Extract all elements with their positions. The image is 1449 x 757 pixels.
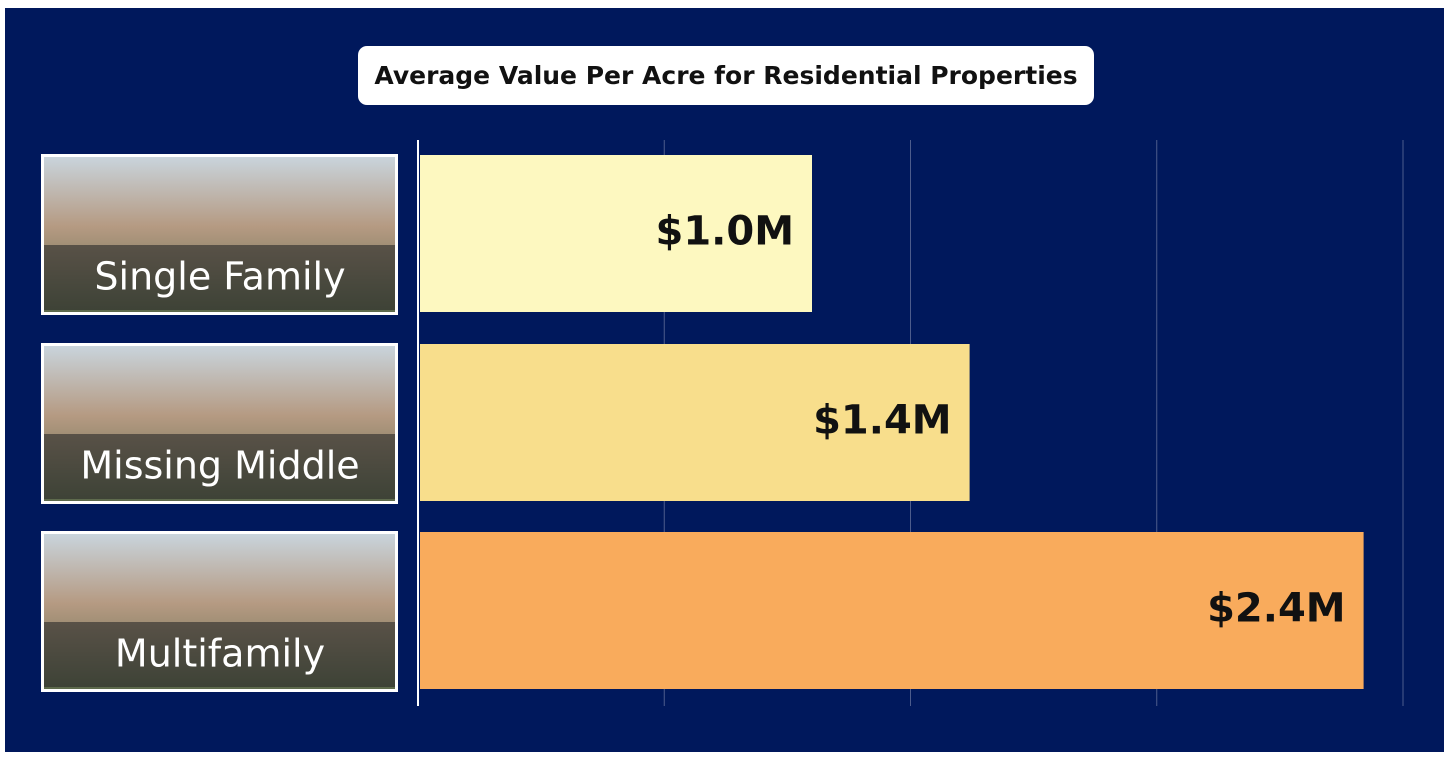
value-label: $2.4M bbox=[1207, 586, 1346, 632]
bar bbox=[420, 532, 1364, 689]
value-label: $1.0M bbox=[656, 209, 795, 255]
title-box bbox=[358, 46, 1094, 105]
category-label: Single Family bbox=[94, 255, 345, 299]
category-label: Multifamily bbox=[115, 632, 325, 676]
category-label: Missing Middle bbox=[80, 444, 359, 488]
value-label: $1.4M bbox=[813, 398, 952, 444]
label-band bbox=[44, 245, 395, 310]
chart-title: Average Value Per Acre for Residential P… bbox=[374, 61, 1077, 90]
label-band bbox=[44, 622, 395, 687]
bar bbox=[420, 155, 812, 312]
bar bbox=[420, 344, 970, 501]
label-band bbox=[44, 434, 395, 499]
